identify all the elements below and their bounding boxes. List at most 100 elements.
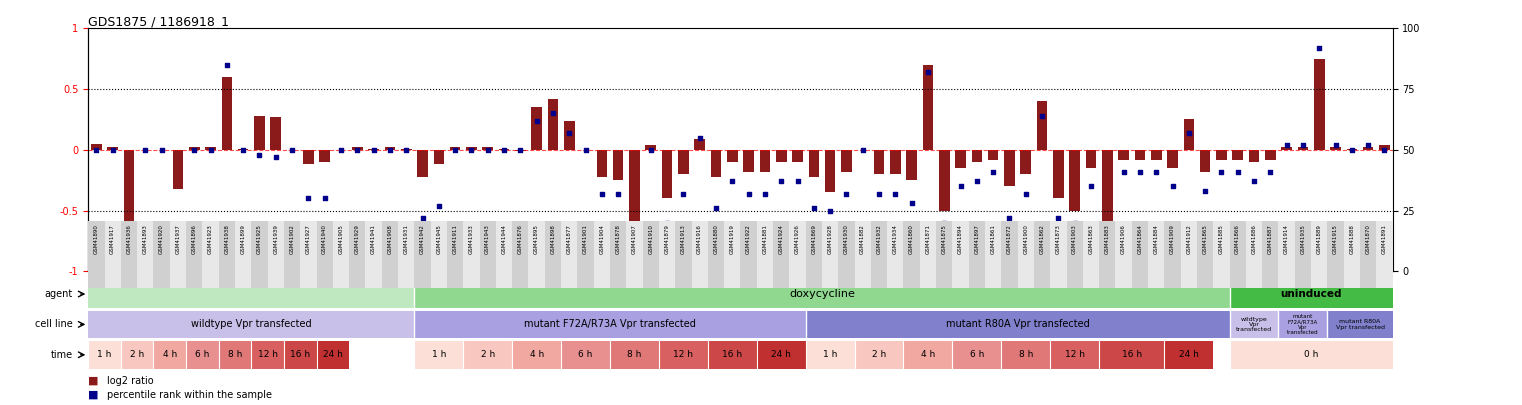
Bar: [1376, 221, 1393, 288]
Bar: [922, 65, 933, 150]
Text: GSM41933: GSM41933: [469, 224, 473, 254]
Bar: [694, 139, 705, 150]
Bar: [285, 341, 317, 369]
Bar: [123, 150, 134, 225]
Text: 12 h: 12 h: [673, 350, 694, 359]
Text: 12 h: 12 h: [257, 350, 277, 359]
Bar: [414, 280, 805, 308]
Text: 1 h: 1 h: [823, 350, 837, 359]
Point: [1339, 147, 1364, 153]
Point: [1242, 178, 1266, 185]
Bar: [1102, 150, 1113, 249]
Bar: [1119, 150, 1129, 160]
Bar: [711, 150, 721, 177]
Text: GSM41942: GSM41942: [420, 224, 425, 254]
Bar: [1132, 221, 1148, 288]
Bar: [1295, 221, 1310, 288]
Text: log2 ratio: log2 ratio: [107, 376, 154, 386]
Bar: [137, 221, 154, 288]
Point: [475, 147, 499, 153]
Bar: [1216, 150, 1227, 160]
Text: GSM41899: GSM41899: [240, 224, 245, 254]
Bar: [577, 221, 594, 288]
Text: GSM41893: GSM41893: [143, 224, 148, 254]
Text: GSM41897: GSM41897: [974, 224, 979, 254]
Text: 2 h: 2 h: [481, 350, 495, 359]
Bar: [842, 150, 852, 172]
Text: GSM41917: GSM41917: [110, 224, 116, 254]
Point: [1160, 183, 1184, 190]
Bar: [808, 150, 819, 177]
Bar: [219, 341, 251, 369]
Text: GSM41886: GSM41886: [1251, 224, 1257, 254]
Text: 16 h: 16 h: [1122, 350, 1142, 359]
Text: GSM41931: GSM41931: [403, 224, 409, 254]
Bar: [496, 221, 513, 288]
Bar: [170, 221, 186, 288]
Point: [557, 130, 581, 136]
Bar: [691, 221, 708, 288]
Bar: [317, 341, 349, 369]
Bar: [1018, 221, 1033, 288]
Text: GSM41925: GSM41925: [257, 224, 262, 254]
Bar: [642, 221, 659, 288]
Point: [166, 222, 190, 228]
Point: [198, 147, 222, 153]
Bar: [1282, 147, 1292, 150]
Bar: [1070, 150, 1081, 211]
Bar: [756, 221, 773, 288]
Text: GSM41884: GSM41884: [1154, 224, 1158, 254]
Bar: [466, 147, 476, 150]
Point: [802, 205, 826, 211]
Point: [1030, 113, 1055, 119]
Bar: [88, 311, 414, 338]
Text: GSM41871: GSM41871: [925, 224, 930, 254]
Point: [1324, 142, 1348, 148]
Point: [1145, 168, 1169, 175]
Bar: [724, 221, 741, 288]
Text: 1 h: 1 h: [432, 350, 446, 359]
Bar: [1199, 150, 1210, 172]
Text: GSM41906: GSM41906: [1122, 224, 1126, 254]
Point: [1259, 168, 1283, 175]
Text: GSM41861: GSM41861: [991, 224, 995, 254]
Bar: [186, 341, 219, 369]
Text: GSM41901: GSM41901: [583, 224, 587, 254]
Bar: [333, 221, 349, 288]
Bar: [805, 221, 822, 288]
Point: [1111, 168, 1135, 175]
Text: 2 h: 2 h: [872, 350, 886, 359]
Bar: [303, 150, 314, 164]
Bar: [1148, 221, 1164, 288]
Bar: [463, 341, 513, 369]
Point: [671, 190, 696, 197]
Text: GSM41909: GSM41909: [1170, 224, 1175, 254]
Bar: [1050, 341, 1099, 369]
Bar: [514, 150, 525, 151]
Bar: [1313, 59, 1324, 150]
Bar: [463, 221, 479, 288]
Bar: [662, 150, 673, 198]
Text: GSM41939: GSM41939: [274, 224, 279, 254]
Text: GSM41864: GSM41864: [1137, 224, 1143, 254]
Text: 2 h: 2 h: [129, 350, 145, 359]
Bar: [385, 147, 396, 150]
Bar: [431, 221, 447, 288]
Bar: [1085, 150, 1096, 168]
Text: GSM41896: GSM41896: [192, 224, 196, 254]
Text: 4 h: 4 h: [163, 350, 177, 359]
Bar: [251, 221, 268, 288]
Point: [688, 134, 712, 141]
Bar: [854, 341, 904, 369]
Point: [1373, 147, 1397, 153]
Point: [948, 183, 973, 190]
Text: cell line: cell line: [35, 320, 73, 329]
Bar: [531, 107, 542, 150]
Point: [377, 147, 402, 153]
Text: GSM41913: GSM41913: [680, 224, 686, 254]
Bar: [1167, 150, 1178, 168]
Bar: [1164, 221, 1181, 288]
Bar: [741, 221, 756, 288]
Point: [492, 147, 516, 153]
Point: [100, 147, 125, 153]
